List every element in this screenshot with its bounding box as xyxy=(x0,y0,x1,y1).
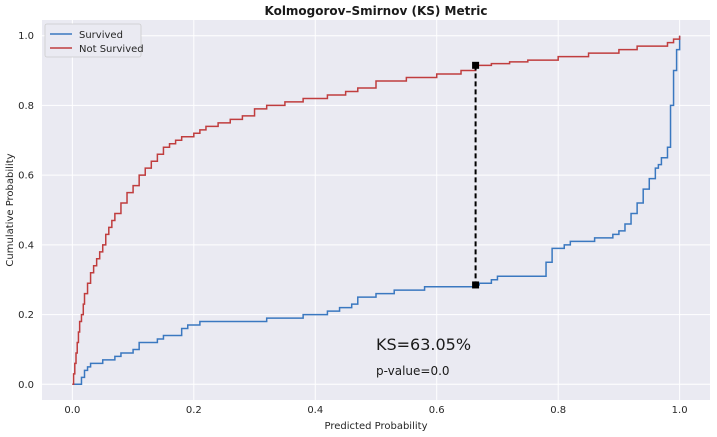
y-axis-label: Cumulative Probability xyxy=(5,153,16,266)
series-line-survived xyxy=(72,35,681,386)
x-tick-label: 0.4 xyxy=(307,405,323,416)
y-tick-label: 0.0 xyxy=(18,380,34,391)
x-tick-label: 0.8 xyxy=(550,405,566,416)
y-tick-label: 0.2 xyxy=(18,310,34,321)
series-line-not-survived xyxy=(72,35,681,386)
y-tick-labels: 0.0 0.2 0.4 0.6 0.8 1.0 xyxy=(18,31,34,391)
ks-annotation: KS=63.05% xyxy=(376,335,471,354)
p-value-annotation: p-value=0.0 xyxy=(376,364,450,378)
x-tick-label: 1.0 xyxy=(672,405,688,416)
ks-marker-lower xyxy=(472,281,480,289)
x-tick-label: 0.2 xyxy=(186,405,202,416)
y-tick-label: 0.6 xyxy=(18,171,34,182)
x-axis-label: Predicted Probability xyxy=(325,421,428,432)
legend-label-survived: Survived xyxy=(79,30,123,41)
chart-title: Kolmogorov–Smirnov (KS) Metric xyxy=(264,4,487,18)
series-layer xyxy=(72,35,681,386)
grid xyxy=(42,20,710,400)
ks-layer xyxy=(472,61,480,289)
legend-label-not-survived: Not Survived xyxy=(79,44,144,55)
y-tick-label: 0.8 xyxy=(18,101,34,112)
x-tick-label: 0.6 xyxy=(429,405,445,416)
x-tick-labels: 0.0 0.2 0.4 0.6 0.8 1.0 xyxy=(64,405,687,416)
ks-marker-upper xyxy=(472,61,480,69)
y-tick-label: 0.4 xyxy=(18,240,34,251)
x-tick-label: 0.0 xyxy=(64,405,80,416)
y-tick-label: 1.0 xyxy=(18,31,34,42)
legend: Survived Not Survived xyxy=(44,23,144,58)
